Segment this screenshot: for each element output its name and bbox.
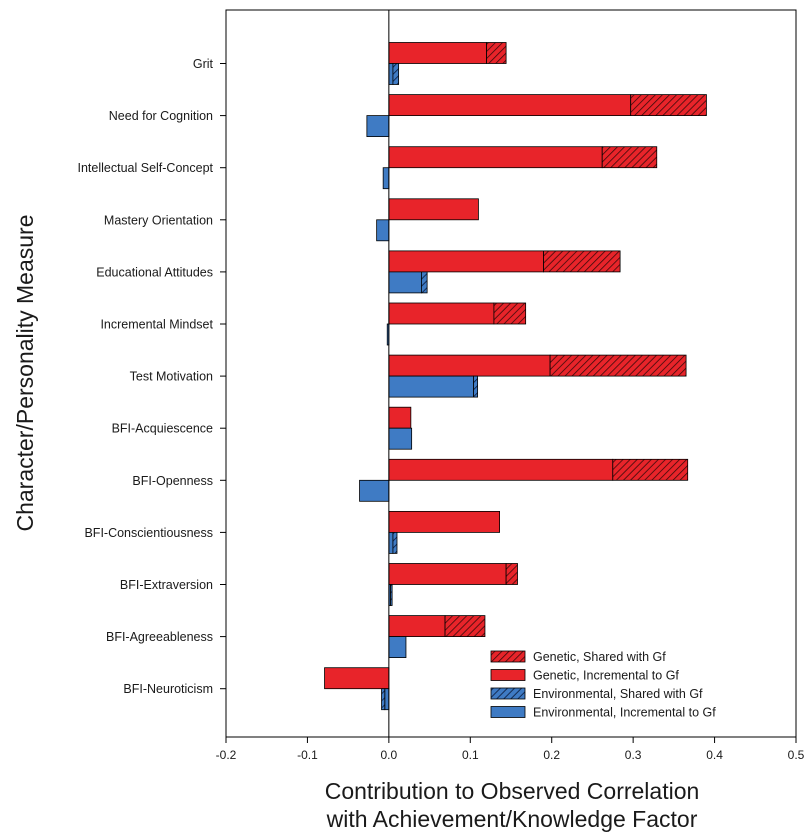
bar-genetic-incremental-to-gf-3 xyxy=(388,198,479,221)
category-label: Mastery Orientation xyxy=(104,213,213,227)
category-label: Grit xyxy=(193,57,214,71)
bar-genetic-incremental-to-gf-10 xyxy=(388,563,507,585)
legend-swatch xyxy=(490,669,526,681)
bar-environmental-incremental-to-gf-7 xyxy=(388,427,413,450)
bar-environmental-incremental-to-gf-1 xyxy=(366,115,390,137)
category-label: Test Motivation xyxy=(130,370,213,384)
bar-environmental-shared-with-gf-4 xyxy=(421,271,428,294)
category-label: BFI-Acquiescence xyxy=(112,422,213,436)
plot-frame xyxy=(225,9,797,738)
bar-genetic-incremental-to-gf-12 xyxy=(324,667,390,690)
bars-layer xyxy=(324,42,707,711)
bar-environmental-shared-with-gf-12 xyxy=(381,688,386,711)
bar-environmental-incremental-to-gf-4 xyxy=(388,271,422,294)
bar-environmental-shared-with-gf-10 xyxy=(390,584,393,606)
category-label: BFI-Openness xyxy=(132,474,213,488)
bar-genetic-incremental-to-gf-1 xyxy=(388,94,632,116)
bar-genetic-shared-with-gf-8 xyxy=(612,458,689,481)
bar-genetic-incremental-to-gf-5 xyxy=(388,302,495,325)
legend-swatch xyxy=(490,706,526,718)
category-label: Educational Attitudes xyxy=(96,265,213,279)
x-tick-label: 0.3 xyxy=(625,748,642,762)
bar-genetic-incremental-to-gf-8 xyxy=(388,458,614,481)
category-label: BFI-Extraversion xyxy=(120,578,213,592)
x-tick-label: -0.1 xyxy=(297,748,318,762)
x-tick-label: 0.1 xyxy=(462,748,479,762)
category-label: Intellectual Self-Concept xyxy=(78,161,214,175)
bar-genetic-shared-with-gf-4 xyxy=(543,250,621,273)
bar-genetic-incremental-to-gf-2 xyxy=(388,146,603,169)
bar-environmental-incremental-to-gf-11 xyxy=(388,636,407,658)
legend-swatch xyxy=(490,687,526,700)
legend-label: Environmental, Shared with Gf xyxy=(533,687,703,701)
category-label: Incremental Mindset xyxy=(100,318,213,332)
x-tick-label: 0.4 xyxy=(706,748,723,762)
category-label: BFI-Conscientiousness xyxy=(84,526,213,540)
category-label: BFI-Neuroticism xyxy=(123,682,213,696)
category-label: BFI-Agreeableness xyxy=(106,630,213,644)
bar-environmental-shared-with-gf-6 xyxy=(473,375,479,398)
bar-environmental-incremental-to-gf-2 xyxy=(382,167,390,190)
x-tick-label: 0.5 xyxy=(788,748,805,762)
bar-environmental-incremental-to-gf-3 xyxy=(376,219,390,242)
bar-genetic-shared-with-gf-5 xyxy=(493,302,527,325)
bar-genetic-incremental-to-gf-11 xyxy=(388,615,446,637)
bar-genetic-shared-with-gf-6 xyxy=(549,354,687,377)
bar-genetic-shared-with-gf-2 xyxy=(601,146,658,169)
y-axis-ticks: Grit Need for Cognition Intellectual Self-… xyxy=(78,57,226,696)
bar-genetic-shared-with-gf-1 xyxy=(630,94,707,116)
bar-environmental-incremental-to-gf-12 xyxy=(384,688,390,711)
bar-genetic-incremental-to-gf-9 xyxy=(388,510,500,533)
legend-label: Genetic, Shared with Gf xyxy=(533,650,666,664)
x-axis-title-line2: with Achievement/Knowledge Factor xyxy=(326,806,698,832)
x-tick-label: 0.0 xyxy=(381,748,398,762)
x-tick-label: -0.2 xyxy=(216,748,237,762)
x-axis-title-line1: Contribution to Observed Correlation xyxy=(325,778,700,804)
bar-genetic-incremental-to-gf-6 xyxy=(388,354,551,377)
y-axis-title: Character/Personality Measure xyxy=(12,214,38,531)
legend-label: Genetic, Incremental to Gf xyxy=(533,669,679,683)
bar-environmental-shared-with-gf-0 xyxy=(392,63,400,85)
bar-genetic-incremental-to-gf-7 xyxy=(388,406,412,429)
bar-environmental-incremental-to-gf-6 xyxy=(388,375,474,398)
bar-environmental-incremental-to-gf-8 xyxy=(359,479,390,502)
bar-environmental-shared-with-gf-9 xyxy=(392,532,398,554)
bar-genetic-shared-with-gf-11 xyxy=(444,615,486,637)
bar-genetic-incremental-to-gf-0 xyxy=(388,42,487,64)
bar-genetic-shared-with-gf-10 xyxy=(505,563,518,585)
bar-environmental-incremental-to-gf-9 xyxy=(388,532,394,554)
legend: Genetic, Shared with Gf Genetic, Incremen… xyxy=(490,650,716,720)
bar-genetic-shared-with-gf-0 xyxy=(486,42,507,64)
x-tick-label: 0.2 xyxy=(543,748,560,762)
category-label: Need for Cognition xyxy=(109,109,213,123)
legend-swatch xyxy=(490,650,526,663)
bar-genetic-incremental-to-gf-4 xyxy=(388,250,544,273)
x-axis-ticks: -0.2 -0.1 0.0 0.1 0.2 0.3 0.4 0.5 xyxy=(216,737,805,762)
bar-environmental-incremental-to-gf-0 xyxy=(388,63,394,85)
legend-label: Environmental, Incremental to Gf xyxy=(533,706,716,720)
